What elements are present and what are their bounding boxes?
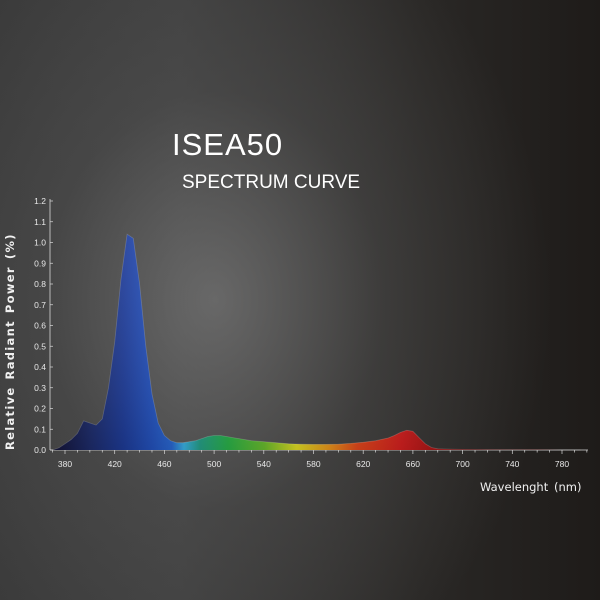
y-tick-label: 0.7 xyxy=(34,300,46,310)
spectrum-area xyxy=(52,233,581,451)
y-tick-label: 1.2 xyxy=(34,196,46,206)
x-tick-label: 460 xyxy=(157,459,171,469)
x-tick-label: 780 xyxy=(555,459,569,469)
x-axis-label: Wavelenght (nm) xyxy=(480,480,581,494)
x-tick-label: 580 xyxy=(306,459,320,469)
y-tick-label: 0.0 xyxy=(34,445,46,455)
x-tick-label: 740 xyxy=(505,459,519,469)
y-axis-label: Relative Radiant Power (%) xyxy=(3,233,17,450)
y-tick-label: 1.1 xyxy=(34,217,46,227)
y-tick-label: 0.4 xyxy=(34,362,46,372)
chart-subtitle: SPECTRUM CURVE xyxy=(182,172,361,193)
x-tick-label: 420 xyxy=(108,459,122,469)
y-tick-label: 0.1 xyxy=(34,424,46,434)
chart-title: ISEA50 xyxy=(172,127,284,162)
x-tick-label: 500 xyxy=(207,459,221,469)
x-tick-label: 620 xyxy=(356,459,370,469)
y-tick-label: 1.0 xyxy=(34,238,46,248)
y-tick-label: 0.3 xyxy=(34,383,46,393)
spectrum-shade xyxy=(52,234,581,450)
x-tick-label: 380 xyxy=(58,459,72,469)
x-tick-label: 660 xyxy=(406,459,420,469)
spectrum-line xyxy=(52,233,581,451)
y-tick-label: 0.8 xyxy=(34,279,46,289)
y-tick-label: 0.6 xyxy=(34,321,46,331)
y-tick-label: 0.5 xyxy=(34,341,46,351)
y-tick-label: 0.2 xyxy=(34,404,46,414)
x-tick-label: 700 xyxy=(456,459,470,469)
y-tick-label: 0.9 xyxy=(34,258,46,268)
tick-labels: 0.0 0.1 0.2 0.3 0.4 0.5 0.6 0.7 0.8 0.9 1.0 1.1 1.2 3… xyxy=(34,196,569,469)
x-tick-label: 540 xyxy=(257,459,271,469)
